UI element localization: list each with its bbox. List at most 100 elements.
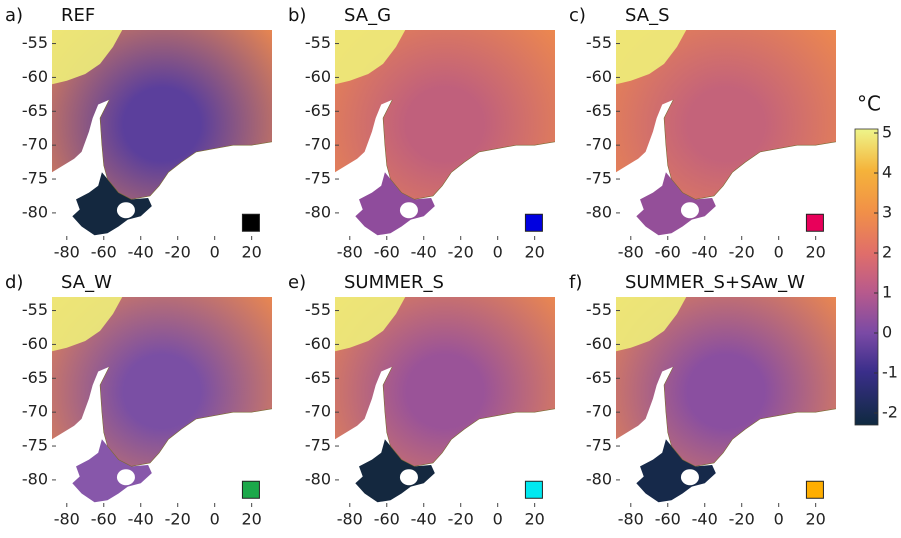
- x-tick-label: 0: [210, 510, 220, 529]
- x-tick-label: 0: [210, 243, 220, 262]
- island: [399, 202, 418, 219]
- x-tick-label: 0: [493, 243, 503, 262]
- x-tick-label: 20: [241, 243, 261, 262]
- colorbar-tick-label: 4: [882, 163, 892, 182]
- map-panel: [616, 297, 836, 507]
- x-tick-label: -60: [374, 243, 400, 262]
- map-panel: [52, 297, 272, 507]
- x-tick-label: 0: [493, 510, 503, 529]
- y-tick-label: -80: [586, 469, 612, 488]
- x-tick-label: 20: [805, 510, 825, 529]
- y-tick-label: -60: [586, 67, 612, 86]
- panel-title: SA_S: [625, 5, 670, 26]
- x-tick-label: -60: [374, 510, 400, 529]
- colorbar-tick-label: 3: [882, 203, 892, 222]
- coastline: [99, 366, 272, 467]
- colorbar-tick-label: -2: [882, 403, 898, 422]
- y-tick-label: -75: [305, 436, 331, 455]
- x-tick-label: -80: [54, 510, 80, 529]
- panel-letter: d): [5, 272, 23, 293]
- colorbar: [854, 128, 879, 426]
- map-panel: [335, 30, 555, 240]
- island: [399, 469, 418, 486]
- warm-water: [52, 297, 123, 352]
- island: [680, 202, 699, 219]
- panel-letter: a): [5, 5, 23, 26]
- y-tick-label: -80: [305, 469, 331, 488]
- y-tick-label: -65: [586, 101, 612, 120]
- ice-shelf: [72, 439, 152, 503]
- y-tick-label: -75: [305, 169, 331, 188]
- y-tick-label: -70: [22, 135, 48, 154]
- x-tick-label: -20: [165, 510, 191, 529]
- x-tick-label: -20: [729, 243, 755, 262]
- x-tick-label: -60: [91, 243, 117, 262]
- x-tick-label: 0: [774, 510, 784, 529]
- x-tick-label: -40: [128, 243, 154, 262]
- ice-shelf: [355, 439, 435, 503]
- panel-title: SUMMER_S+SAw_W: [625, 272, 805, 293]
- x-tick-label: -20: [448, 243, 474, 262]
- marker-square: [524, 213, 543, 232]
- y-tick-label: -55: [305, 300, 331, 319]
- colorbar-tick-label: 5: [882, 123, 892, 142]
- coastline: [99, 99, 272, 200]
- warm-water: [616, 297, 687, 352]
- y-tick-label: -55: [586, 300, 612, 319]
- map-panel: [616, 30, 836, 240]
- y-tick-label: -65: [586, 368, 612, 387]
- warm-water: [52, 30, 123, 85]
- y-tick-label: -80: [22, 202, 48, 221]
- x-tick-label: -80: [618, 243, 644, 262]
- island: [680, 469, 699, 486]
- island: [116, 469, 135, 486]
- y-tick-label: -75: [586, 169, 612, 188]
- panel-letter: e): [288, 272, 306, 293]
- x-tick-label: 20: [524, 510, 544, 529]
- x-tick-label: -80: [337, 510, 363, 529]
- y-tick-label: -65: [22, 101, 48, 120]
- panel-title: SUMMER_S: [344, 272, 444, 293]
- x-tick-label: -20: [729, 510, 755, 529]
- panel-letter: c): [569, 5, 586, 26]
- ice-shelf: [636, 439, 716, 503]
- y-tick-label: -60: [305, 67, 331, 86]
- y-tick-label: -80: [22, 469, 48, 488]
- x-tick-label: 0: [774, 243, 784, 262]
- x-tick-label: -40: [692, 243, 718, 262]
- y-tick-label: -65: [305, 368, 331, 387]
- map-panel: [335, 297, 555, 507]
- coastline: [382, 99, 555, 200]
- x-tick-label: -60: [655, 243, 681, 262]
- ice-shelf: [355, 172, 435, 236]
- y-tick-label: -60: [22, 334, 48, 353]
- y-tick-label: -80: [305, 202, 331, 221]
- y-tick-label: -55: [22, 300, 48, 319]
- ice-shelf: [72, 172, 152, 236]
- y-tick-label: -60: [586, 334, 612, 353]
- x-tick-label: -20: [448, 510, 474, 529]
- coastline: [382, 366, 555, 467]
- y-tick-label: -55: [305, 33, 331, 52]
- x-tick-label: -40: [411, 243, 437, 262]
- marker-square: [241, 213, 260, 232]
- y-tick-label: -60: [22, 67, 48, 86]
- y-tick-label: -70: [586, 402, 612, 421]
- coastline: [663, 366, 836, 467]
- x-tick-label: -40: [692, 510, 718, 529]
- y-tick-label: -75: [22, 169, 48, 188]
- x-tick-label: -60: [91, 510, 117, 529]
- panel-letter: b): [288, 5, 306, 26]
- panel-letter: f): [569, 272, 582, 293]
- colorbar-tick-label: 1: [882, 283, 892, 302]
- warm-water: [616, 30, 687, 85]
- panel-title: REF: [61, 5, 95, 26]
- y-tick-label: -70: [305, 135, 331, 154]
- y-tick-label: -70: [586, 135, 612, 154]
- colorbar-tick-label: 0: [882, 323, 892, 342]
- warm-water: [335, 30, 406, 85]
- map-panel: [52, 30, 272, 240]
- colorbar-tick-label: 2: [882, 243, 892, 262]
- ice-shelf: [636, 172, 716, 236]
